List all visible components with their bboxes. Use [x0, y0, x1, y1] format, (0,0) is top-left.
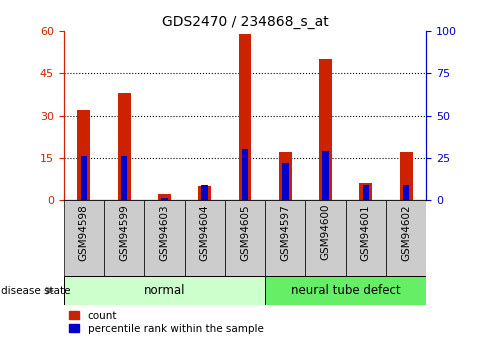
FancyBboxPatch shape: [104, 200, 144, 276]
Bar: [81, 156, 87, 200]
FancyBboxPatch shape: [225, 200, 265, 276]
Text: GSM94601: GSM94601: [361, 204, 371, 260]
FancyBboxPatch shape: [64, 276, 265, 305]
Bar: [77, 110, 90, 200]
Title: GDS2470 / 234868_s_at: GDS2470 / 234868_s_at: [162, 14, 328, 29]
Text: normal: normal: [144, 284, 185, 297]
Bar: [161, 198, 168, 200]
Text: GSM94602: GSM94602: [401, 204, 411, 260]
Text: GSM94604: GSM94604: [200, 204, 210, 260]
Bar: [279, 152, 292, 200]
Bar: [403, 185, 409, 200]
FancyBboxPatch shape: [386, 200, 426, 276]
Text: GSM94600: GSM94600: [320, 204, 331, 260]
FancyBboxPatch shape: [346, 200, 386, 276]
FancyBboxPatch shape: [305, 200, 346, 276]
FancyBboxPatch shape: [265, 276, 426, 305]
Text: GSM94603: GSM94603: [159, 204, 170, 260]
Text: neural tube defect: neural tube defect: [291, 284, 400, 297]
Bar: [282, 163, 289, 200]
Bar: [158, 195, 171, 200]
FancyBboxPatch shape: [144, 200, 185, 276]
Text: GSM94599: GSM94599: [119, 204, 129, 260]
Bar: [360, 183, 372, 200]
Text: GSM94605: GSM94605: [240, 204, 250, 260]
Bar: [198, 186, 211, 200]
Text: GSM94598: GSM94598: [79, 204, 89, 260]
Text: disease state: disease state: [1, 286, 71, 296]
Bar: [400, 152, 413, 200]
Legend: count, percentile rank within the sample: count, percentile rank within the sample: [69, 310, 264, 334]
Bar: [322, 151, 329, 200]
Bar: [319, 59, 332, 200]
Bar: [239, 34, 251, 200]
Bar: [363, 185, 369, 200]
Bar: [242, 149, 248, 200]
FancyBboxPatch shape: [265, 200, 305, 276]
FancyBboxPatch shape: [64, 200, 104, 276]
FancyBboxPatch shape: [185, 200, 225, 276]
Bar: [118, 93, 130, 200]
Bar: [121, 156, 127, 200]
Text: GSM94597: GSM94597: [280, 204, 290, 260]
Bar: [201, 185, 208, 200]
